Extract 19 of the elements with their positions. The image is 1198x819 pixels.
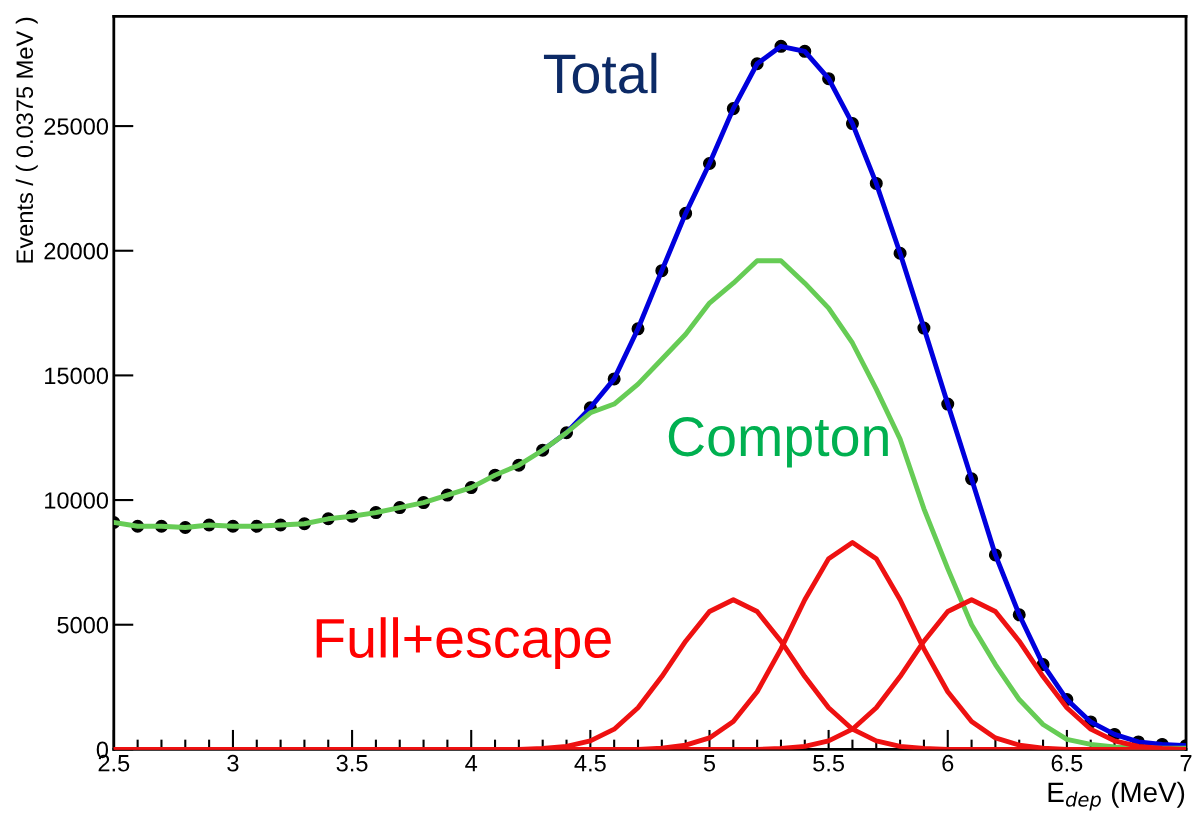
x-tick-label: 5 (703, 755, 716, 772)
x-tick-label: 4.5 (574, 755, 606, 772)
x-tick-label: 6.5 (1051, 754, 1083, 772)
y-axis-title: Events / ( 0.0375 MeV ) (15, 17, 38, 263)
x-tick-label: 5.5 (813, 755, 845, 772)
x-tick-label: 3 (227, 754, 239, 772)
x-tick-label: 4 (465, 755, 478, 772)
y-tick-label: 10000 (45, 492, 109, 509)
x-axis-title: E$_{dep}$ (MeV) (1048, 781, 1185, 811)
y-tick-label: 20000 (44, 242, 109, 260)
y-tick-label: 5000 (57, 616, 109, 634)
x-tick-label: 6 (942, 754, 954, 772)
y-tick-label: 15000 (45, 367, 109, 385)
x-tick-label: 7 (1180, 755, 1192, 772)
y-tick-label: 25000 (44, 118, 109, 135)
annotation: Full+escape (316, 617, 611, 669)
x-tick-label: 3.5 (336, 754, 368, 772)
annotation: Total (543, 52, 657, 94)
annotation: Compton (668, 417, 888, 468)
